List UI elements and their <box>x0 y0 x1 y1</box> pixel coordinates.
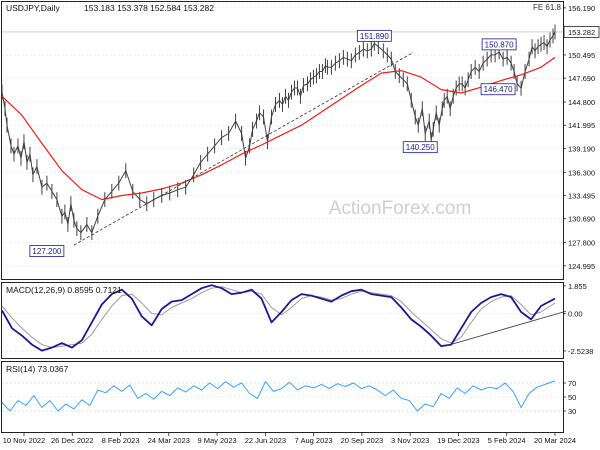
x-tick-label: 8 Feb 2023 <box>102 436 140 445</box>
price-tick-label: 156.190 <box>568 4 595 13</box>
last-price-box <box>563 26 600 38</box>
macd-signal-line <box>1 286 556 349</box>
macd-panel-frame <box>1 282 564 359</box>
price-annotation-label: 151.890 <box>360 32 389 41</box>
macd-tick-label: -2.5238 <box>568 347 593 356</box>
x-tick-label: 22 Jun 2023 <box>245 436 286 445</box>
x-tick-label: 26 Dec 2022 <box>51 436 94 445</box>
price-tick-label: 133.495 <box>568 192 595 201</box>
price-annotation-box <box>481 38 517 51</box>
price-tick-label: 144.800 <box>568 98 595 107</box>
rsi-tick-label: 70 <box>568 379 576 388</box>
price-annotation-box <box>356 29 392 42</box>
price-annotation-box <box>402 141 438 154</box>
chart-corner-label: FE 61.8 <box>533 3 562 12</box>
price-tick-label: 147.690 <box>568 74 595 83</box>
price-tick-label: 127.800 <box>568 239 595 248</box>
x-tick-label: 9 May 2023 <box>197 436 236 445</box>
macd-line <box>1 284 556 352</box>
price-tick-label: 130.690 <box>568 215 595 224</box>
x-tick-label: 20 Sep 2023 <box>341 436 384 445</box>
price-tick-label: 141.995 <box>568 121 595 130</box>
price-tick-label: 136.300 <box>568 168 595 177</box>
rsi-label: RSI(14) 73.0367 <box>6 364 69 374</box>
macd-label: MACD(12,26,9) 0.8595 0.7121 <box>6 285 122 295</box>
price-annotation-label: 140.250 <box>406 143 435 152</box>
x-tick-label: 5 Feb 2024 <box>488 436 526 445</box>
price-trendline <box>73 52 414 246</box>
chart-symbol: USDJPY,Daily <box>6 3 60 13</box>
macd-tick-label: 0.00 <box>568 309 583 318</box>
macd-tick-label: 1.855 <box>568 282 587 291</box>
x-tick-label: 10 Nov 2022 <box>3 436 46 445</box>
rsi-tick-label: 50 <box>568 393 576 402</box>
x-tick-label: 7 Aug 2023 <box>295 436 333 445</box>
rsi-tick-label: 30 <box>568 407 576 416</box>
x-tick-label: 3 Nov 2023 <box>391 436 429 445</box>
chart-ohlc: 153.183 153.378 152.584 153.282 <box>84 3 214 13</box>
price-panel-frame <box>1 1 564 280</box>
moving-average-line <box>1 56 556 201</box>
price-annotation-label: 150.870 <box>485 40 514 49</box>
price-tick-label: 139.190 <box>568 144 595 153</box>
watermark: ActionForex.com <box>329 198 472 219</box>
price-annotation-box <box>480 83 516 96</box>
x-tick-label: 19 Dec 2023 <box>437 436 480 445</box>
price-annotation-box <box>29 245 65 257</box>
x-tick-label: 20 Mar 2024 <box>534 436 576 445</box>
last-price-label: 153.282 <box>568 28 595 37</box>
price-tick-label: 124.995 <box>568 262 595 271</box>
price-tick-label: 150.495 <box>568 51 595 60</box>
price-line <box>1 31 556 234</box>
price-annotation-label: 146.470 <box>484 85 513 94</box>
price-annotation-label: 127.200 <box>32 247 61 256</box>
macd-trendline <box>445 310 567 347</box>
rsi-line <box>1 380 556 412</box>
x-tick-label: 24 Mar 2023 <box>148 436 190 445</box>
